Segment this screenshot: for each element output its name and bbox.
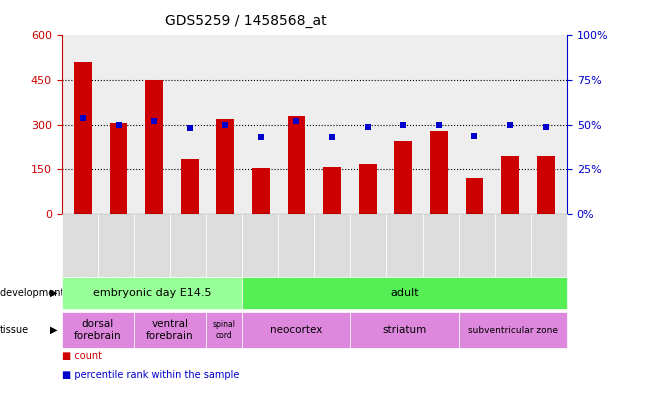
Point xyxy=(362,123,373,130)
Point xyxy=(469,132,480,139)
Bar xyxy=(110,123,128,214)
Bar xyxy=(181,159,198,214)
Bar xyxy=(395,141,412,214)
Point xyxy=(434,122,444,128)
Text: dorsal
forebrain: dorsal forebrain xyxy=(74,320,121,341)
Text: striatum: striatum xyxy=(382,325,426,335)
Point xyxy=(292,118,302,124)
Bar xyxy=(359,163,376,214)
Bar xyxy=(501,156,519,214)
Point xyxy=(540,123,551,130)
Text: spinal
cord: spinal cord xyxy=(213,320,235,340)
Text: embryonic day E14.5: embryonic day E14.5 xyxy=(93,288,211,298)
Text: development stage: development stage xyxy=(0,288,95,298)
Bar xyxy=(288,116,305,214)
Point xyxy=(398,122,408,128)
Point xyxy=(256,134,266,140)
Bar xyxy=(465,178,483,214)
Text: ▶: ▶ xyxy=(50,325,58,335)
Bar xyxy=(430,131,448,214)
Point xyxy=(185,125,195,132)
Text: subventricular zone: subventricular zone xyxy=(468,326,558,334)
Bar xyxy=(145,80,163,214)
Point xyxy=(149,118,159,124)
Bar xyxy=(252,168,270,214)
Text: ▶: ▶ xyxy=(50,288,58,298)
Point xyxy=(327,134,337,140)
Point xyxy=(505,122,515,128)
Bar xyxy=(323,167,341,214)
Text: tissue: tissue xyxy=(0,325,29,335)
Point xyxy=(113,122,124,128)
Text: ventral
forebrain: ventral forebrain xyxy=(146,320,194,341)
Bar xyxy=(216,119,234,214)
Text: adult: adult xyxy=(390,288,419,298)
Bar xyxy=(74,62,92,214)
Bar xyxy=(537,156,555,214)
Point xyxy=(78,114,88,121)
Text: neocortex: neocortex xyxy=(270,325,323,335)
Text: ■ percentile rank within the sample: ■ percentile rank within the sample xyxy=(62,370,239,380)
Text: GDS5259 / 1458568_at: GDS5259 / 1458568_at xyxy=(165,14,327,28)
Text: ■ count: ■ count xyxy=(62,351,102,361)
Point xyxy=(220,122,231,128)
